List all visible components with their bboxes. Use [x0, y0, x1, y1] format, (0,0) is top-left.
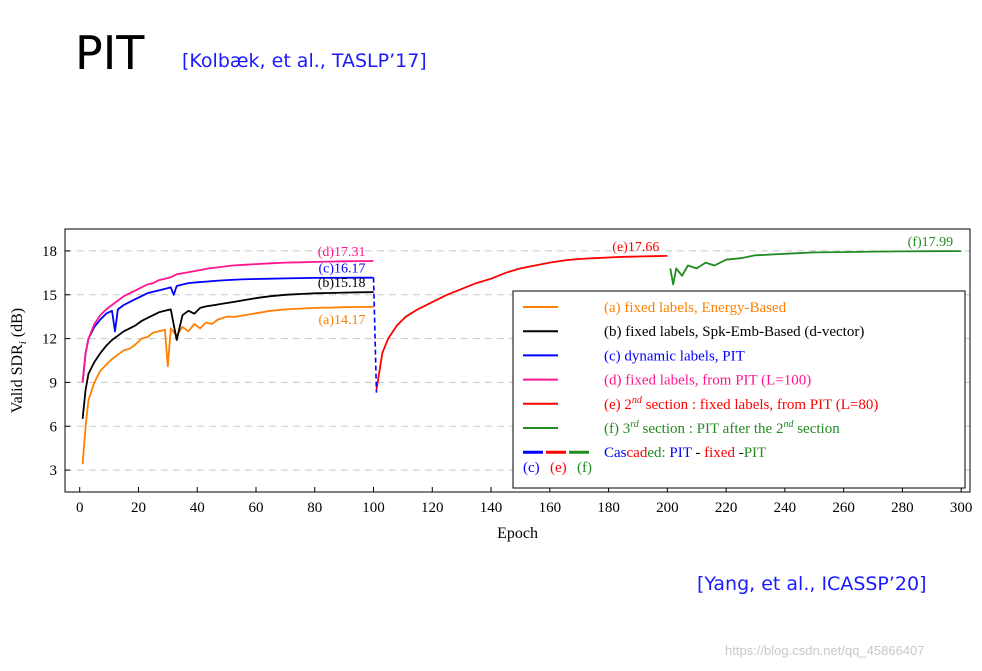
citation-bottom: [Yang, et al., ICASSP’20] [697, 573, 927, 595]
x-tick-label: 160 [539, 500, 562, 516]
end-label-a: (a)14.17 [318, 313, 365, 328]
end-label-e: (e)17.66 [612, 240, 659, 255]
series-line-c [81, 276, 374, 383]
series-line-b [81, 291, 374, 419]
legend-label-e: (e) 2nd section : fixed labels, from PIT… [604, 395, 878, 413]
y-tick-label: 15 [42, 288, 57, 304]
legend-label-a: (a) fixed labels, Energy-Based [604, 300, 787, 316]
cascade-key-label: (f) [577, 460, 592, 476]
legend-box [512, 290, 966, 489]
legend-label-f: (f) 3rd section : PIT after the 2nd sect… [604, 419, 840, 437]
axis-layer: 0 20 40 60 80 100 120 140 160 180 200 220 240 260 280 3… [9, 228, 973, 542]
y-axis-label: Valid SDRi (dB) [9, 308, 29, 413]
citation-top: [Kolbæk, et al., TASLP’17] [182, 50, 427, 72]
y-tick-label: 12 [42, 332, 57, 348]
x-tick-label: 280 [891, 500, 914, 516]
x-tick-label: 0 [76, 500, 84, 516]
end-label-f: (f)17.99 [908, 235, 954, 250]
end-label-d: (d)17.31 [318, 245, 366, 260]
series-line-a [81, 306, 374, 465]
legend: (a) fixed labels, Energy-Based (b) fixed … [512, 290, 966, 489]
x-tick-label: 200 [656, 500, 679, 516]
y-tick-label: 6 [50, 419, 58, 435]
y-tick-label: 9 [50, 375, 58, 391]
x-tick-label: 300 [950, 500, 973, 516]
x-tick-label: 140 [480, 500, 503, 516]
end-label-b: (b)15.18 [318, 276, 366, 291]
x-tick-label: 20 [131, 500, 146, 516]
cascade-label: Cascaded: PIT - fixed -PIT [604, 445, 766, 461]
slide-title: PIT [75, 26, 145, 80]
end-label-c: (c)16.17 [318, 262, 365, 277]
series-line-e [375, 255, 668, 390]
x-tick-label: 240 [774, 500, 797, 516]
series-layer [81, 250, 962, 465]
watermark: https://blog.csdn.net/qq_45866407 [725, 643, 925, 658]
y-tick-label: 3 [50, 463, 58, 479]
x-tick-label: 220 [715, 500, 738, 516]
x-tick-label: 100 [362, 500, 385, 516]
x-tick-label: 180 [597, 500, 620, 516]
x-tick-label: 60 [248, 500, 263, 516]
plot-frame [64, 228, 971, 493]
x-tick-label: 120 [421, 500, 444, 516]
end-label-layer: (a)14.17 (b)15.18(c)16.17 (d)17.31 (e)17.66… [318, 235, 953, 328]
grid-layer [65, 250, 970, 471]
cascade-key-label: (c) [523, 460, 540, 476]
cascade-key-label: (e) [550, 460, 567, 476]
x-tick-label: 260 [832, 500, 855, 516]
legend-label-d: (d) fixed labels, from PIT (L=100) [604, 373, 811, 389]
legend-label-c: (c) dynamic labels, PIT [604, 348, 745, 364]
x-axis-label: Epoch [497, 525, 538, 542]
y-tick-label: 18 [42, 244, 57, 260]
series-line-f [669, 250, 962, 286]
transition-line [372, 277, 378, 393]
legend-label-b: (b) fixed labels, Spk-Emb-Based (d-vecto… [604, 324, 864, 340]
x-tick-label: 80 [307, 500, 322, 516]
x-tick-label: 40 [190, 500, 205, 516]
series-line-d [81, 260, 374, 383]
